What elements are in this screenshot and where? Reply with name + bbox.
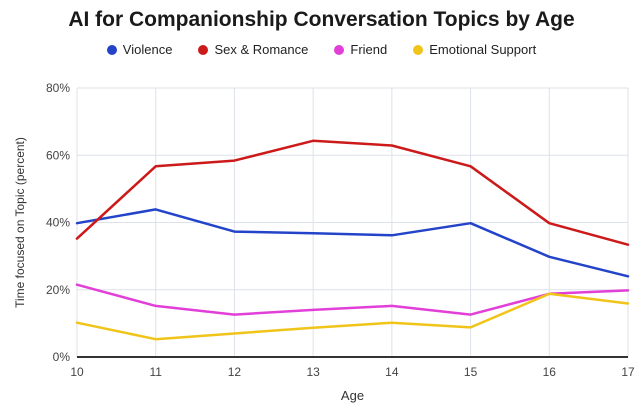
legend-label-emotional-support: Emotional Support xyxy=(429,42,537,57)
legend: Violence Sex & Romance Friend Emotional … xyxy=(0,42,643,57)
series-lines xyxy=(75,139,630,341)
series-line-violence xyxy=(75,208,630,278)
legend-label-sex-romance: Sex & Romance xyxy=(214,42,309,57)
series-line-emotional-support xyxy=(75,292,630,341)
series-line-friend xyxy=(75,283,630,316)
x-tick-label: 13 xyxy=(306,365,320,379)
chart-title: AI for Companionship Conversation Topics… xyxy=(68,8,575,31)
legend-item-emotional-support[interactable]: Emotional Support xyxy=(413,42,536,57)
legend-marker-violence xyxy=(106,44,117,55)
y-axis-label: Time focused on Topic (percent) xyxy=(13,137,27,308)
legend-marker-emotional-support xyxy=(413,44,424,55)
legend-marker-sex-romance xyxy=(198,44,209,55)
axes: 10 11 12 13 14 15 16 17 0% 20% 40% 60% 80% xyxy=(46,81,635,379)
legend-item-friend[interactable]: Friend xyxy=(334,42,387,57)
series-line-sex-romance xyxy=(75,139,630,246)
y-tick-label: 20% xyxy=(46,283,70,297)
y-tick-label: 80% xyxy=(46,81,70,95)
y-tick-label: 60% xyxy=(46,148,70,162)
x-tick-label: 14 xyxy=(385,365,399,379)
gridlines xyxy=(76,87,629,357)
y-tick-label: 40% xyxy=(46,216,70,230)
legend-marker-friend xyxy=(334,44,345,55)
x-tick-label: 10 xyxy=(70,365,84,379)
legend-item-violence[interactable]: Violence xyxy=(106,42,173,57)
legend-item-sex-romance[interactable]: Sex & Romance xyxy=(198,42,308,57)
x-tick-label: 15 xyxy=(464,365,478,379)
x-tick-label: 12 xyxy=(228,365,242,379)
y-tick-label: 0% xyxy=(53,350,71,364)
legend-label-violence: Violence xyxy=(122,42,173,57)
x-tick-label: 11 xyxy=(149,365,162,379)
x-tick-label: 17 xyxy=(621,365,635,379)
x-tick-label: 16 xyxy=(543,365,557,379)
legend-label-friend: Friend xyxy=(350,42,388,57)
x-axis-label: Age xyxy=(341,388,364,403)
